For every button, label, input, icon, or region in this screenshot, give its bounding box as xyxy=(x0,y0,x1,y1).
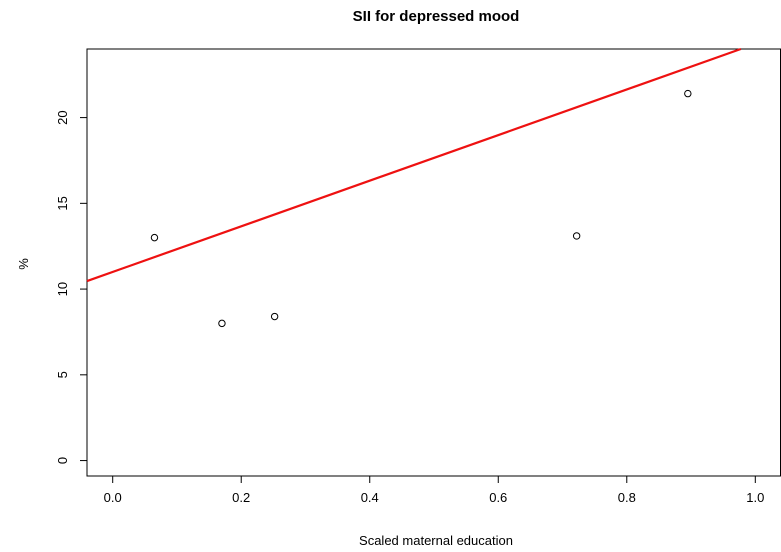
data-point xyxy=(270,312,279,321)
x-tick-label: 0.8 xyxy=(618,490,636,505)
y-axis: 0 5 10 15 20 xyxy=(55,110,88,464)
x-tick-label: 0.2 xyxy=(232,490,250,505)
y-tick-label: 0 xyxy=(55,457,70,464)
x-axis-label: Scaled maternal education xyxy=(359,533,513,548)
y-tick-label: 5 xyxy=(55,371,70,378)
x-tick-label: 0.0 xyxy=(104,490,122,505)
y-tick-label: 15 xyxy=(55,196,70,210)
y-axis-label: % xyxy=(16,258,31,270)
y-tick-label: 10 xyxy=(55,282,70,296)
x-axis: 0.0 0.2 0.4 0.6 0.8 1.0 xyxy=(104,475,764,505)
data-points xyxy=(150,89,692,328)
data-point xyxy=(572,232,581,240)
x-tick-label: 0.4 xyxy=(361,490,379,505)
regression-line xyxy=(86,47,742,283)
regression-line-group xyxy=(86,47,742,283)
x-tick-label: 0.6 xyxy=(489,490,507,505)
plot-frame xyxy=(86,48,781,477)
x-tick-label: 1.0 xyxy=(746,490,764,505)
data-point xyxy=(150,233,159,242)
data-point xyxy=(218,319,226,328)
chart-title: SII for depressed mood xyxy=(353,8,520,25)
data-point xyxy=(684,89,692,98)
y-tick-label: 20 xyxy=(55,110,70,124)
